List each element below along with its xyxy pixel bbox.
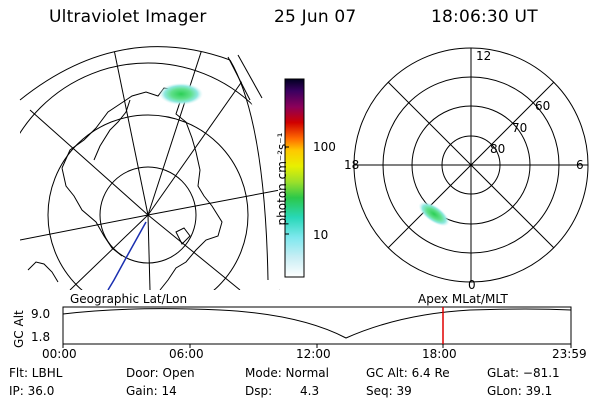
status-ip: IP: 36.0: [9, 384, 55, 398]
time-tick-1200: 12:00: [296, 347, 331, 361]
status-seq: Seq: 39: [366, 384, 412, 398]
altitude-tick-9: 9.0: [31, 307, 51, 321]
status-filter: Flt: LBHL: [9, 366, 63, 380]
colorbar-tick-100: 100: [313, 140, 336, 154]
status-dsp-label: Dsp:: [245, 384, 273, 398]
polar-mlt-plot: 12 18 6 0 60 70 80: [344, 47, 589, 290]
time-tick-0000: 00:00: [42, 347, 77, 361]
altitude-curve: [62, 308, 572, 339]
geographic-projection-label: Geographic Lat/Lon: [70, 292, 188, 306]
status-gc-alt: GC Alt: 6.4 Re: [366, 366, 450, 380]
lat-label-80: 80: [490, 142, 505, 156]
status-door: Door: Open: [126, 366, 195, 380]
time-tick-0600: 06:00: [169, 347, 204, 361]
mlt-label-12: 12: [476, 49, 491, 63]
mlt-label-18: 18: [344, 158, 359, 172]
observation-time: 18:06:30 UT: [431, 7, 538, 27]
apex-projection-label: Apex MLat/MLT: [418, 292, 508, 306]
status-mode: Mode: Normal: [245, 366, 329, 380]
status-glat: GLat: −81.1: [487, 366, 560, 380]
time-tick-1800: 18:00: [422, 347, 457, 361]
lat-label-70: 70: [512, 121, 527, 135]
map-graticule: [19, 46, 280, 290]
time-tick-2359: 23:59: [552, 347, 587, 361]
altitude-plot: [62, 306, 572, 348]
geographic-map: [19, 46, 280, 290]
instrument-title: Ultraviolet Imager: [49, 7, 207, 27]
aurora-emission-geo: [159, 83, 203, 105]
status-gain: Gain: 14: [126, 384, 177, 398]
mlt-label-0: 0: [468, 278, 476, 290]
altitude-tick-1-8: 1.8: [31, 330, 51, 344]
polar-grid: [353, 47, 589, 283]
colorbar-tick-10: 10: [313, 228, 329, 242]
coastline: [27, 87, 223, 290]
observation-date: 25 Jun 07: [274, 7, 357, 27]
status-glon: GLon: 39.1: [487, 384, 553, 398]
lat-label-60: 60: [535, 99, 550, 113]
mlt-label-6: 6: [576, 158, 584, 172]
color-bar: [284, 78, 305, 278]
status-dsp-value: 4.3: [300, 384, 320, 398]
altitude-axis-label: GC Alt: [12, 310, 26, 348]
satellite-track: [107, 221, 147, 290]
colorbar-label: photon cm⁻²s⁻¹: [275, 132, 289, 226]
aurora-emission-polar: [418, 201, 450, 227]
